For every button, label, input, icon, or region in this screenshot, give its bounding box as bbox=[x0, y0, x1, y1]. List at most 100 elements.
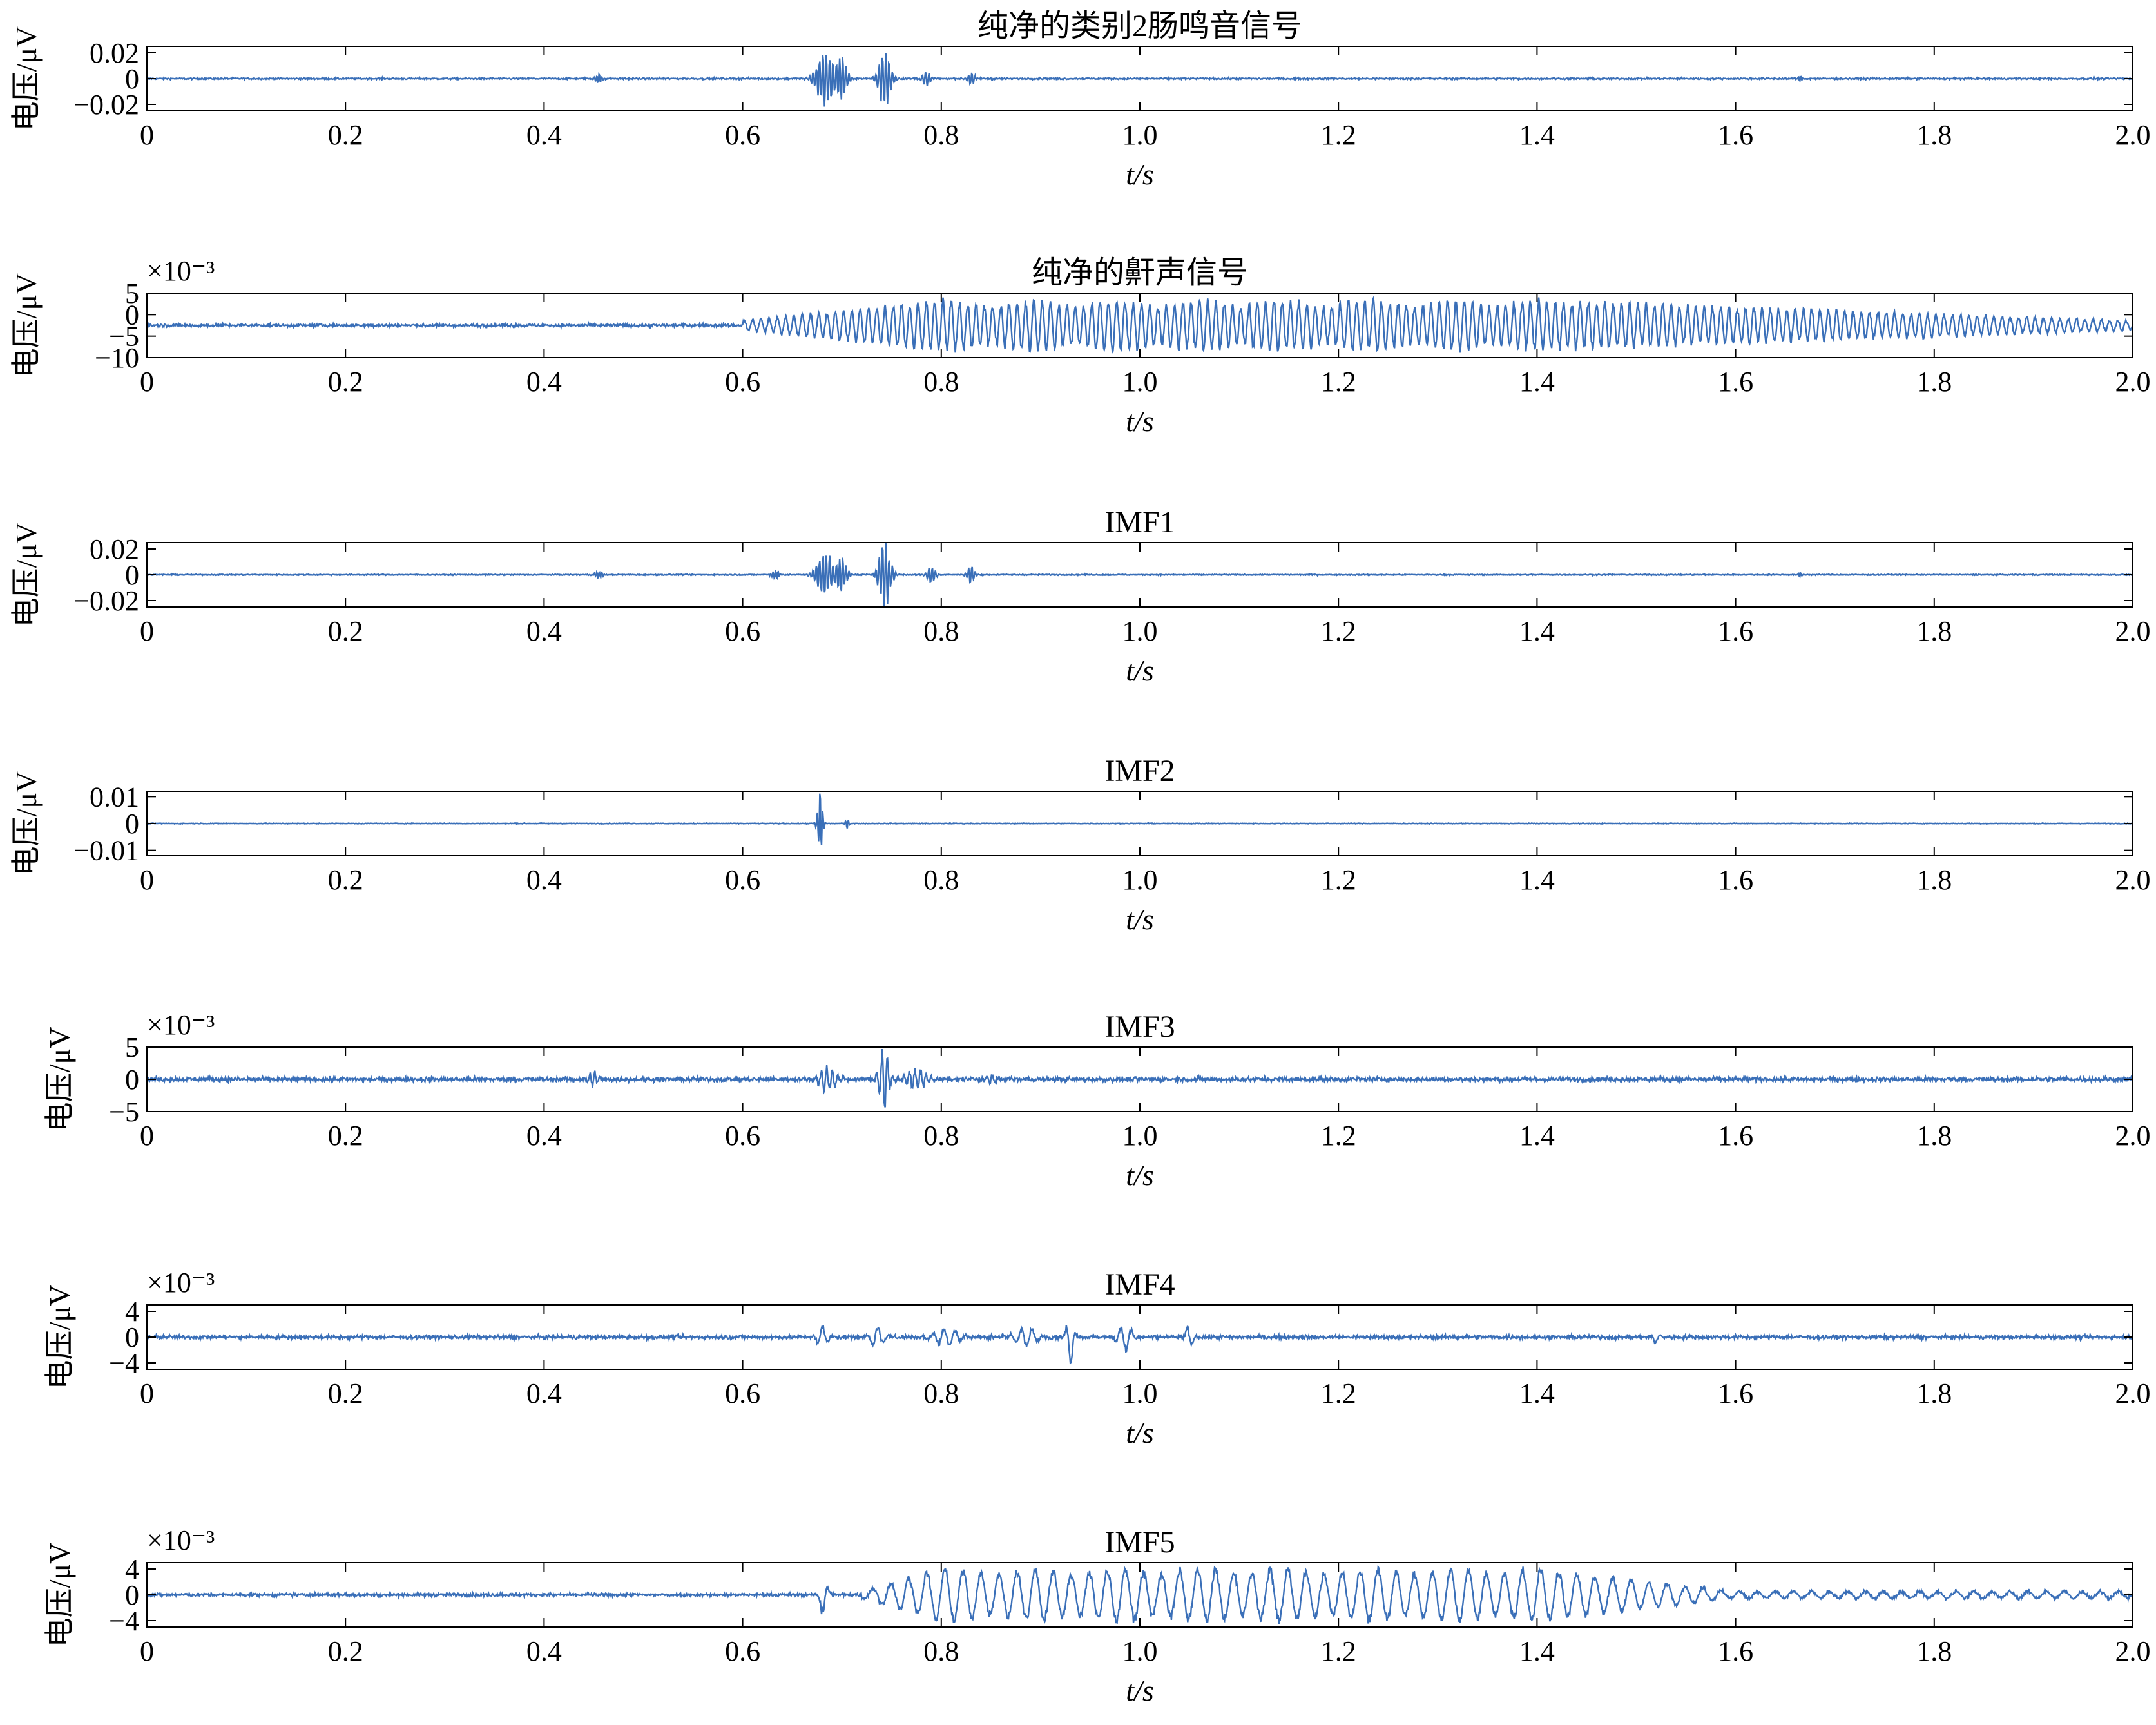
x-tick-label: 1.8 bbox=[1916, 119, 1952, 151]
x-tick-label: 2.0 bbox=[2115, 864, 2151, 896]
x-tick-label: 0.4 bbox=[526, 366, 562, 398]
x-axis-label: t/s bbox=[1126, 1416, 1153, 1449]
x-tick-label: 1.4 bbox=[1519, 1120, 1555, 1152]
x-tick-label: 1.4 bbox=[1519, 119, 1555, 151]
y-axis-label: 电压/μV bbox=[43, 1543, 76, 1648]
x-tick-label: 0 bbox=[140, 1635, 154, 1667]
y-tick-label: 5 bbox=[125, 1032, 139, 1063]
x-tick-label: 1.2 bbox=[1321, 1120, 1356, 1152]
x-tick-label: 2.0 bbox=[2115, 366, 2151, 398]
x-axis-label: t/s bbox=[1126, 1159, 1153, 1191]
y-tick-label: 4 bbox=[125, 1296, 139, 1327]
y-tick-label: 0.02 bbox=[90, 534, 139, 565]
y-tick-label: −4 bbox=[109, 1347, 139, 1379]
x-tick-label: 1.8 bbox=[1916, 1635, 1952, 1667]
x-tick-label: 0.4 bbox=[526, 1635, 562, 1667]
signal-line-2 bbox=[146, 294, 2134, 354]
x-tick-label: 0.4 bbox=[526, 615, 562, 647]
x-tick-label: 0.4 bbox=[526, 119, 562, 151]
x-axis-label: t/s bbox=[1126, 654, 1153, 687]
subplot-title: IMF3 bbox=[1104, 1010, 1175, 1044]
y-tick-label: 0 bbox=[125, 559, 139, 591]
x-tick-label: 0.6 bbox=[725, 864, 760, 896]
subplot-4: 0 0.2 0.4 0.6 0.8 1.0 1.2 1.4 1.6 1.8 2.00.010−0.0… bbox=[10, 754, 2151, 936]
x-tick-label: 0.2 bbox=[328, 1635, 363, 1667]
x-tick-label: 0.4 bbox=[526, 864, 562, 896]
subplot-title: 纯净的鼾声信号 bbox=[1032, 256, 1248, 290]
x-tick-label: 1.6 bbox=[1718, 1635, 1753, 1667]
y-tick-label: 0.02 bbox=[90, 37, 139, 69]
x-tick-label: 0.2 bbox=[328, 1120, 363, 1152]
y-tick-label: −10 bbox=[95, 342, 139, 374]
x-tick-label: 0.8 bbox=[923, 615, 959, 647]
x-tick-label: 0.2 bbox=[328, 615, 363, 647]
subplot-title: IMF5 bbox=[1104, 1525, 1175, 1559]
x-tick-label: 0 bbox=[140, 366, 154, 398]
x-tick-label: 1.4 bbox=[1519, 366, 1555, 398]
subplot-title: IMF1 bbox=[1104, 505, 1175, 539]
x-tick-label: 0.6 bbox=[725, 1120, 760, 1152]
x-tick-label: 1.2 bbox=[1321, 615, 1356, 647]
y-tick-label: 0 bbox=[125, 299, 139, 331]
x-tick-label: 1.6 bbox=[1718, 1120, 1753, 1152]
x-tick-label: 1.8 bbox=[1916, 1378, 1952, 1409]
signal-line-6 bbox=[146, 1325, 2133, 1365]
x-tick-label: 1.2 bbox=[1321, 119, 1356, 151]
x-tick-label: 0.6 bbox=[725, 119, 760, 151]
x-tick-label: 1.2 bbox=[1321, 864, 1356, 896]
x-tick-label: 0 bbox=[140, 864, 154, 896]
x-tick-label: 0 bbox=[140, 1120, 154, 1152]
subplot-2: 0 0.2 0.4 0.6 0.8 1.0 1.2 1.4 1.6 1.8 2.050−5−10×1… bbox=[10, 255, 2151, 438]
x-tick-label: 0 bbox=[140, 119, 154, 151]
x-tick-label: 0.2 bbox=[328, 119, 363, 151]
x-tick-label: 2.0 bbox=[2115, 119, 2151, 151]
x-tick-label: 1.2 bbox=[1321, 1635, 1356, 1667]
y-tick-label: 0 bbox=[125, 1064, 139, 1095]
x-tick-label: 0.8 bbox=[923, 1378, 959, 1409]
x-tick-label: 1.0 bbox=[1122, 119, 1158, 151]
x-tick-label: 1.8 bbox=[1916, 1120, 1952, 1152]
y-tick-label: −5 bbox=[109, 1096, 139, 1128]
subplot-title: 纯净的类别2肠鸣音信号 bbox=[977, 9, 1302, 43]
y-exponent-label: ×10⁻³ bbox=[147, 1267, 215, 1298]
x-tick-label: 1.6 bbox=[1718, 615, 1753, 647]
x-tick-label: 2.0 bbox=[2115, 1635, 2151, 1667]
x-tick-label: 1.4 bbox=[1519, 1635, 1555, 1667]
x-axis-label: t/s bbox=[1126, 903, 1153, 936]
x-tick-label: 0.6 bbox=[725, 615, 760, 647]
x-tick-label: 0.4 bbox=[526, 1378, 562, 1409]
x-tick-label: 1.0 bbox=[1122, 1120, 1158, 1152]
x-axis-label: t/s bbox=[1126, 405, 1153, 438]
subplot-6: 0 0.2 0.4 0.6 0.8 1.0 1.2 1.4 1.6 1.8 2.040−4×10⁻³… bbox=[43, 1267, 2151, 1449]
x-tick-label: 0.2 bbox=[328, 1378, 363, 1409]
x-tick-label: 0.8 bbox=[923, 366, 959, 398]
signal-line-5 bbox=[146, 1049, 2134, 1108]
x-tick-label: 1.0 bbox=[1122, 615, 1158, 647]
y-tick-label: 0 bbox=[125, 63, 139, 95]
x-tick-label: 0.6 bbox=[725, 366, 760, 398]
signal-line-3 bbox=[146, 542, 2133, 607]
signal-line-7 bbox=[146, 1564, 2134, 1625]
x-tick-label: 2.0 bbox=[2115, 1378, 2151, 1409]
x-tick-label: 1.8 bbox=[1916, 864, 1952, 896]
y-tick-label: 0 bbox=[125, 1322, 139, 1353]
y-tick-label: 0 bbox=[125, 808, 139, 840]
x-tick-label: 0 bbox=[140, 615, 154, 647]
y-tick-label: 0.01 bbox=[90, 781, 139, 813]
subplot-3: 0 0.2 0.4 0.6 0.8 1.0 1.2 1.4 1.6 1.8 2.00.020−0.0… bbox=[10, 505, 2151, 687]
y-axis-label: 电压/μV bbox=[10, 26, 43, 131]
x-tick-label: 0.2 bbox=[328, 366, 363, 398]
y-tick-label: −5 bbox=[109, 321, 139, 352]
y-axis-label: 电压/μV bbox=[43, 1285, 76, 1390]
x-tick-label: 1.0 bbox=[1122, 864, 1158, 896]
signal-line-1 bbox=[146, 53, 2133, 107]
x-tick-label: 1.0 bbox=[1122, 1378, 1158, 1409]
x-tick-label: 1.6 bbox=[1718, 1378, 1753, 1409]
y-tick-label: −0.01 bbox=[73, 835, 139, 867]
x-tick-label: 0.6 bbox=[725, 1378, 760, 1409]
y-tick-label: 4 bbox=[125, 1554, 139, 1585]
x-tick-label: 1.8 bbox=[1916, 366, 1952, 398]
y-axis-label: 电压/μV bbox=[43, 1027, 76, 1132]
x-tick-label: 1.6 bbox=[1718, 119, 1753, 151]
